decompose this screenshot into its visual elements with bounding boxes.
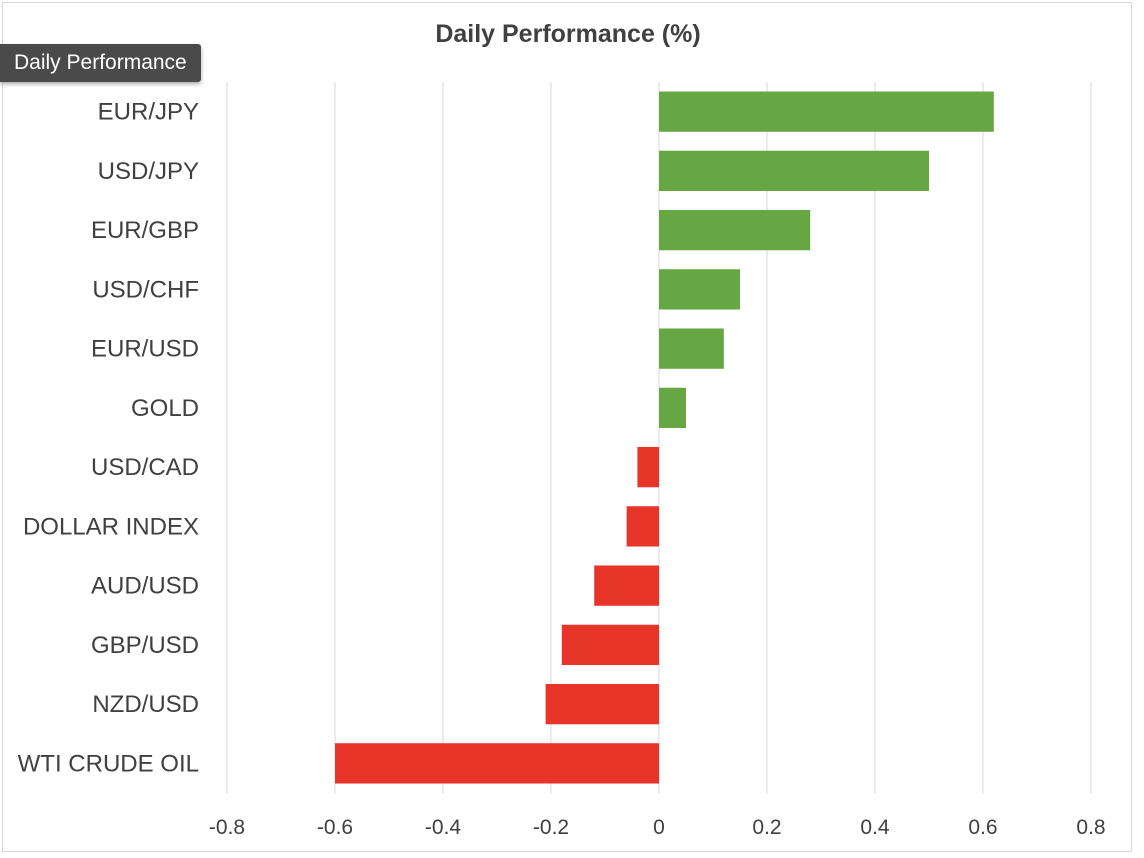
category-label: GOLD (131, 395, 199, 422)
x-tick-label: -0.2 (533, 816, 569, 839)
bar (594, 565, 659, 606)
gridlines (226, 82, 1092, 793)
category-label: EUR/GBP (91, 217, 199, 244)
x-tick-label: 0.4 (860, 816, 890, 839)
chart-title: Daily Performance (%) (435, 20, 701, 48)
x-axis-tick-labels: -0.8 -0.6 -0.4 -0.2 0 0.2 0.4 0.6 0.8 (209, 816, 1106, 839)
bars (335, 91, 994, 784)
bar (335, 743, 659, 784)
bar (659, 269, 740, 310)
category-label: USD/CHF (92, 276, 199, 303)
category-label: AUD/USD (91, 573, 199, 600)
category-label: EUR/JPY (98, 99, 199, 126)
category-label: NZD/USD (92, 691, 199, 718)
bar (659, 150, 929, 192)
category-label: GBP/USD (91, 632, 199, 659)
bar (659, 209, 811, 251)
category-labels: EUR/JPY USD/JPY EUR/GBP USD/CHF EUR/USD GOLD U… (18, 99, 199, 778)
x-tick-label: 0.2 (752, 816, 781, 839)
category-label: USD/CAD (91, 454, 199, 481)
x-tick-label: 0.6 (968, 816, 997, 839)
bar (659, 387, 686, 429)
category-label: WTI CRUDE OIL (18, 750, 199, 777)
x-tick-label: 0.8 (1076, 816, 1105, 839)
x-tick-label: -0.6 (317, 816, 353, 839)
chart-tooltip: Daily Performance (0, 44, 201, 82)
category-label: EUR/USD (91, 336, 199, 363)
category-label: USD/JPY (98, 158, 199, 185)
bar (659, 91, 994, 132)
bar (561, 624, 659, 666)
x-tick-label: -0.8 (209, 816, 245, 839)
x-tick-label: -0.4 (425, 816, 462, 839)
x-tick-label: 0 (653, 816, 665, 839)
category-label: DOLLAR INDEX (23, 513, 199, 540)
bar (637, 446, 659, 488)
bar (626, 506, 659, 547)
bar (659, 328, 724, 369)
bar (545, 683, 659, 725)
